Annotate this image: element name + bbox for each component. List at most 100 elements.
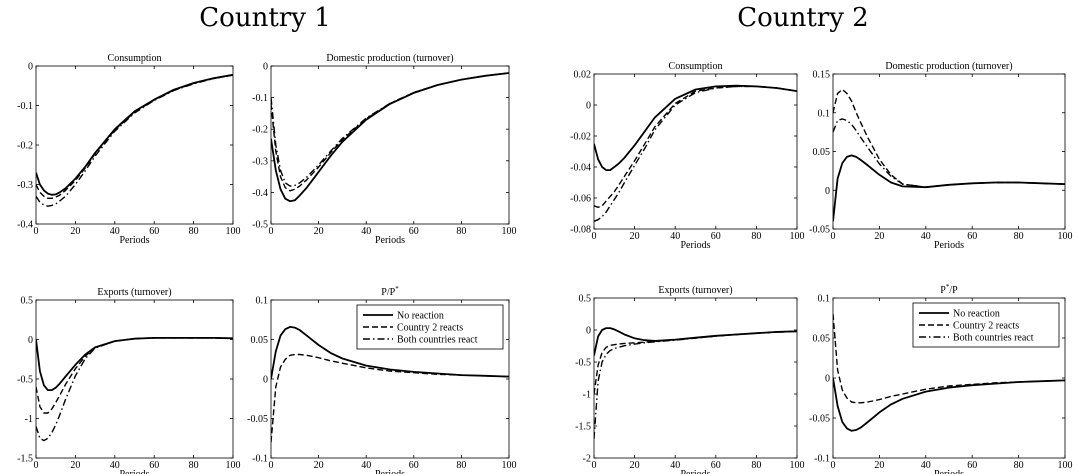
- x-axis-label: Periods: [120, 235, 150, 246]
- series-line-dashed: [594, 85, 797, 209]
- x-tick-label: 100: [502, 226, 517, 237]
- panel-title: P/P*: [381, 285, 399, 298]
- plot-frame: [832, 73, 1066, 230]
- x-tick-label: 40: [110, 460, 120, 471]
- x-tick-label: 20: [314, 226, 324, 237]
- y-tick-label: -0.06: [570, 194, 591, 205]
- legend-label: Both countries react: [953, 333, 1034, 344]
- country-1-title: Country 1: [199, 3, 331, 33]
- x-tick-label: 20: [874, 231, 884, 242]
- panel-country1-production: 0 20 40 60 80 100 -0.5 -0.4 -0.3 -0.2 -0.1 0 Domesti…: [252, 53, 516, 246]
- legend-label: Country 2 reacts: [397, 323, 463, 334]
- series-line-dashed: [36, 337, 233, 414]
- series-line-solid: [833, 377, 1065, 432]
- x-tick-label: 20: [70, 460, 80, 471]
- series-line-dashed: [594, 330, 797, 395]
- panel-country2-exports: 0 20 40 60 80 100 -2 -1.5 -1 -0.5 0 0.5 Exports (tur…: [575, 285, 804, 474]
- x-tick-label: 40: [921, 460, 931, 471]
- x-tick-label: 20: [874, 460, 884, 471]
- series-line-dashdot: [36, 337, 233, 442]
- panel-title: Consumption: [108, 53, 162, 64]
- series-line-solid: [594, 84, 797, 172]
- x-tick-label: 0: [34, 460, 39, 471]
- y-tick-label: 0.1: [818, 294, 831, 305]
- x-axis-label: Periods: [681, 240, 711, 251]
- legend-label: Both countries react: [397, 335, 478, 346]
- y-tick-label: -0.08: [570, 225, 591, 236]
- plot-frame: [593, 297, 798, 459]
- x-tick-label: 100: [790, 231, 805, 242]
- y-tick-label: -0.5: [252, 220, 268, 231]
- y-tick-label: -0.5: [575, 358, 591, 369]
- y-tick-label: 0: [28, 62, 33, 73]
- y-tick-label: 0.05: [251, 335, 269, 346]
- plot-frame: [270, 65, 510, 225]
- x-axis-label: Periods: [934, 240, 964, 251]
- x-tick-label: 0: [34, 226, 39, 237]
- y-tick-label: -0.5: [17, 375, 33, 386]
- series-line-solid: [833, 154, 1065, 222]
- y-tick-label: 0: [28, 335, 33, 346]
- x-axis-label: Periods: [120, 469, 150, 474]
- y-tick-label: -0.1: [252, 93, 268, 104]
- y-tick-label: -1: [25, 414, 33, 425]
- x-tick-label: 100: [502, 460, 517, 471]
- series-line-dashed: [833, 88, 1065, 188]
- x-tick-label: 100: [226, 226, 241, 237]
- y-tick-label: -1.5: [17, 454, 33, 465]
- x-tick-label: 20: [630, 231, 640, 242]
- legend-label: Country 2 reacts: [953, 321, 1019, 332]
- series-line-dashed: [271, 72, 509, 192]
- series-line-dashed: [271, 353, 509, 443]
- x-tick-label: 80: [751, 460, 761, 471]
- legend-label: No reaction: [953, 309, 1000, 320]
- y-tick-label: 0.05: [813, 147, 831, 158]
- series-line-dashdot: [594, 85, 797, 222]
- series-line-solid: [36, 336, 233, 392]
- y-tick-label: 0.05: [813, 334, 831, 345]
- x-tick-label: 20: [314, 460, 324, 471]
- panel-title: P*/P: [940, 283, 958, 296]
- y-tick-label: -1: [583, 390, 591, 401]
- x-tick-label: 40: [361, 226, 371, 237]
- y-tick-label: -0.3: [17, 180, 33, 191]
- panel-title: Exports (turnover): [658, 285, 732, 296]
- x-tick-label: 80: [751, 231, 761, 242]
- panel-country2-consumption: 0 20 40 60 80 100 -0.08 -0.06 -0.04 -0.02 0 0.02 Con…: [570, 61, 804, 251]
- series-line-dashed: [36, 74, 233, 200]
- y-tick-label: 0: [825, 186, 830, 197]
- x-tick-label: 80: [456, 460, 466, 471]
- plot-frame: [35, 65, 234, 225]
- panel-country1-consumption: 0 20 40 60 80 100 -0.4 -0.3 -0.2 -0.1 0 Consumption…: [17, 53, 240, 246]
- y-tick-label: 0: [586, 101, 591, 112]
- y-tick-label: 0: [263, 62, 268, 73]
- x-tick-label: 60: [711, 231, 721, 242]
- y-tick-label: -0.05: [247, 414, 268, 425]
- y-tick-label: -0.05: [809, 225, 830, 236]
- y-tick-label: 0.5: [21, 296, 34, 307]
- x-tick-label: 60: [409, 460, 419, 471]
- series-line-dashed: [833, 313, 1065, 404]
- x-tick-label: 60: [711, 460, 721, 471]
- y-tick-label: -0.1: [252, 454, 268, 465]
- series-line-dashdot: [271, 72, 509, 187]
- country-2-title: Country 2: [737, 3, 869, 33]
- x-tick-label: 100: [226, 460, 241, 471]
- y-tick-label: 0: [263, 375, 268, 386]
- panel-title: Consumption: [669, 61, 723, 72]
- x-tick-label: 60: [967, 460, 977, 471]
- y-tick-label: -0.05: [809, 414, 830, 425]
- x-tick-label: 80: [456, 226, 466, 237]
- x-axis-label: Periods: [375, 469, 405, 474]
- x-tick-label: 80: [1014, 231, 1024, 242]
- x-tick-label: 40: [110, 226, 120, 237]
- y-tick-label: 0.15: [813, 70, 831, 81]
- x-tick-label: 40: [670, 460, 680, 471]
- panel-title: Exports (turnover): [97, 287, 171, 298]
- panel-country1-price: 0 20 40 60 80 100 -0.1 -0.05 0 0.05 0.1 P/P* Periods…: [247, 285, 516, 474]
- x-tick-label: 60: [409, 226, 419, 237]
- x-tick-label: 0: [831, 460, 836, 471]
